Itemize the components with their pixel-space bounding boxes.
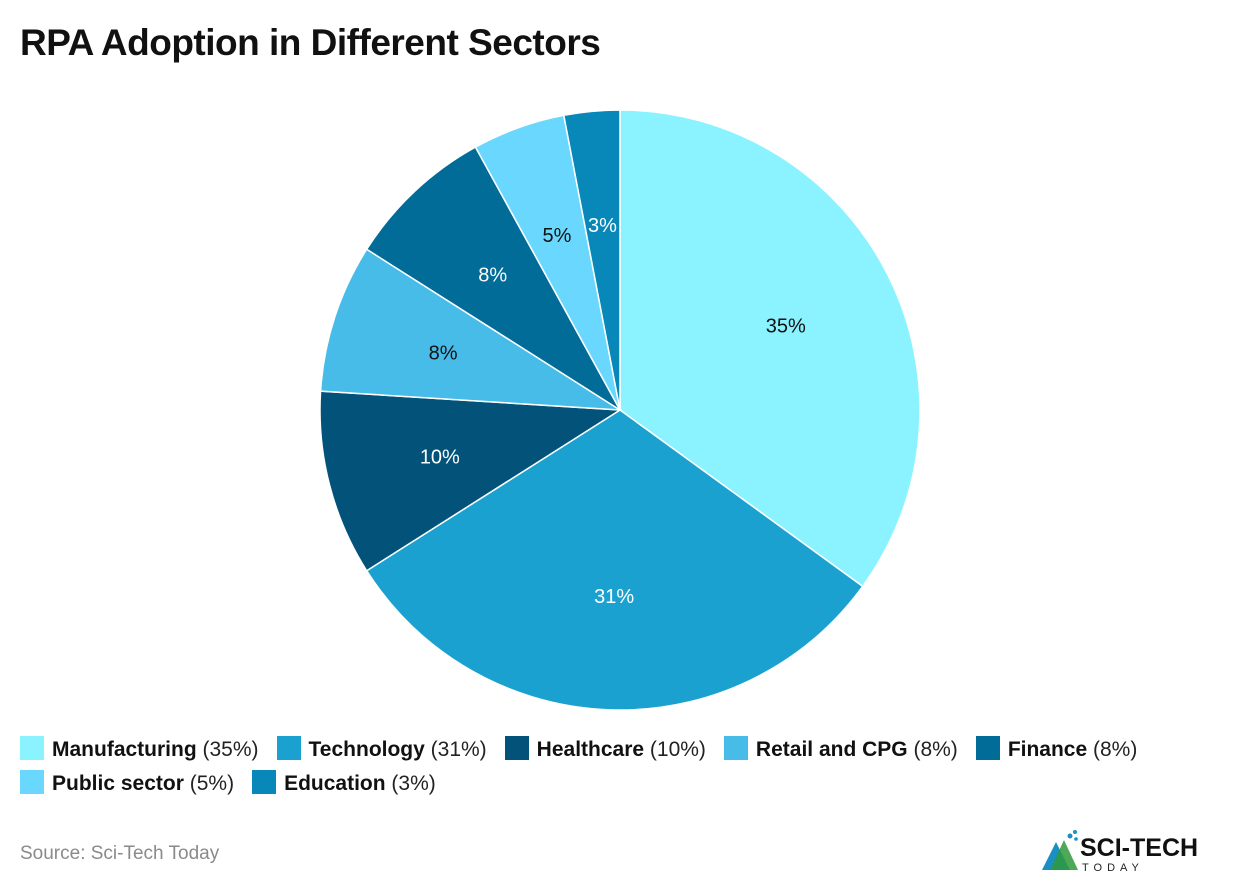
legend-item: Retail and CPG (8%) — [723, 733, 958, 767]
legend-item: Education (3%) — [252, 767, 436, 801]
pie-slice-technology — [365, 409, 864, 711]
legend-label: Technology — [308, 738, 425, 761]
legend-item: Technology (31%) — [276, 733, 487, 767]
legend-item: Healthcare (10%) — [504, 733, 706, 767]
pie-slice-healthcare — [319, 390, 623, 572]
sci-tech-today-logo: SCI-TECH TODAY — [1042, 830, 1198, 874]
legend-swatch — [20, 736, 44, 760]
legend-value: (35%) — [196, 738, 259, 761]
legend-label: Retail and CPG — [755, 738, 908, 761]
chart-title: RPA Adoption in Different Sectors — [20, 22, 601, 63]
pie-slice-manufacturing — [619, 109, 921, 588]
source-note: Source: Sci-Tech Today — [20, 843, 220, 864]
legend-value: (8%) — [907, 738, 958, 761]
legend-swatch — [276, 736, 301, 760]
legend-value: (5%) — [183, 772, 235, 795]
pie-slice-retail-and-cpg — [319, 248, 621, 411]
legend-value: (3%) — [385, 772, 436, 795]
legend-swatch — [975, 736, 1000, 760]
pie-slice-finance — [365, 146, 621, 411]
legend-swatch — [723, 736, 748, 760]
data-label: 8% — [429, 343, 458, 365]
legend-label: Healthcare — [536, 738, 645, 761]
legend-item: Finance (8%) — [975, 733, 1138, 767]
legend-swatch — [504, 736, 529, 760]
legend-value: (31%) — [424, 738, 487, 761]
data-label: 3% — [588, 215, 617, 237]
legend-label: Manufacturing — [52, 738, 197, 761]
svg-text:SCI-TECH: SCI-TECH — [1080, 834, 1198, 862]
legend-item: Public sector (5%) — [20, 767, 234, 801]
legend-swatch — [252, 770, 277, 794]
data-label: 5% — [543, 225, 572, 247]
pie-slice-education — [562, 109, 621, 411]
data-label: 10% — [420, 446, 460, 468]
data-label: 8% — [478, 264, 507, 286]
legend-label: Education — [284, 772, 386, 795]
svg-text:TODAY: TODAY — [1082, 862, 1144, 874]
legend-swatch — [20, 770, 44, 794]
pie-chart: 35% 31% 10% 8% 8% 5% 3% — [319, 109, 921, 711]
legend-label: Finance — [1007, 738, 1088, 761]
legend-value: (10%) — [644, 738, 706, 761]
legend-item: Manufacturing (35%) — [20, 733, 259, 767]
legend: Manufacturing (35%) Technology (31%) Healt… — [20, 733, 1210, 801]
data-label: 35% — [766, 316, 806, 338]
legend-label: Public sector — [52, 772, 184, 795]
legend-value: (8%) — [1087, 738, 1138, 761]
data-label: 31% — [594, 586, 634, 608]
